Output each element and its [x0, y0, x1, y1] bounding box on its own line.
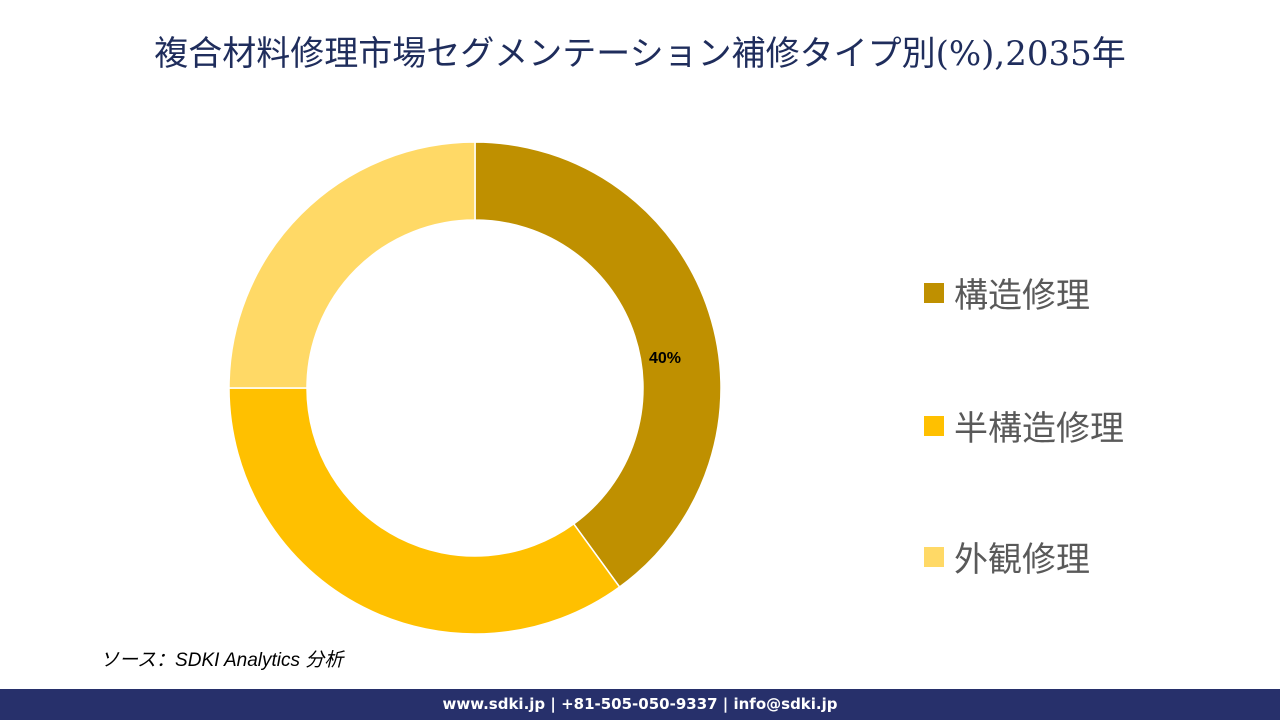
legend-label: 外観修理: [954, 540, 1090, 580]
source-note: ソース：SDKI Analytics 分析: [100, 650, 344, 671]
donut-chart: [229, 142, 721, 634]
footer-bar: www.sdki.jp | +81-505-050-9337 | info@sd…: [0, 689, 1280, 720]
legend-item-cosmetic: 外観修理: [924, 532, 1090, 581]
data-label-structural: 40%: [649, 350, 682, 367]
legend-label: 半構造修理: [954, 409, 1124, 449]
legend-swatch-icon: [924, 282, 944, 303]
footer-contact: www.sdki.jp | +81-505-050-9337 | info@sd…: [442, 695, 838, 713]
legend-item-structural: 構造修理: [924, 268, 1090, 317]
legend-item-semi-structural: 半構造修理: [924, 401, 1124, 450]
donut-segment-3: [229, 142, 476, 389]
legend-label: 構造修理: [954, 276, 1090, 316]
donut-segment-2: [229, 387, 621, 634]
legend-swatch-icon: [924, 546, 944, 567]
chart-area: 40% 構造修理 半構造修理 外観修理: [229, 142, 1124, 634]
legend-swatch-icon: [924, 415, 944, 436]
donut-segment-1: [474, 142, 721, 589]
chart-title: 複合材料修理市場セグメンテーション補修タイプ別(%),2035年: [154, 34, 1126, 74]
